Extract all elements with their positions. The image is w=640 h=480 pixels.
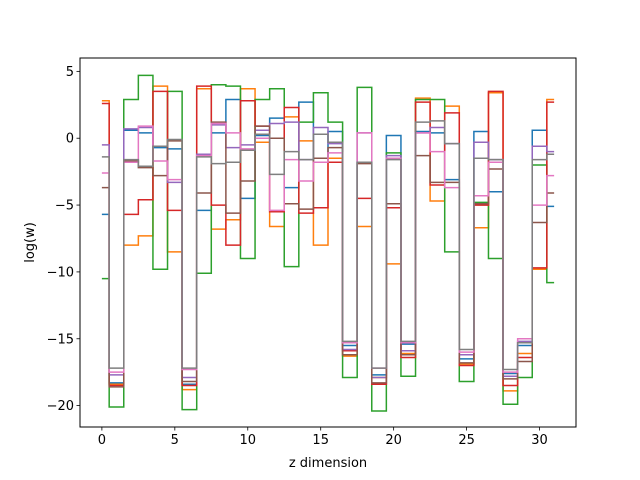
- x-tick-label: 20: [385, 433, 402, 448]
- x-tick-label: 15: [312, 433, 329, 448]
- x-tick-label: 30: [531, 433, 548, 448]
- x-axis-label: z dimension: [289, 456, 367, 471]
- x-tick-label: 0: [98, 433, 106, 448]
- x-axis-ticks: 0 5 10 15 20 25 30: [98, 427, 548, 448]
- series-line-8: [101, 120, 555, 371]
- y-tick-label: 0: [66, 132, 74, 147]
- series-line-4: [101, 85, 555, 387]
- plot-frame: [79, 57, 577, 428]
- y-tick-label: −5: [55, 199, 74, 214]
- y-axis-ticks: 5 0 −5 −10 −15 −20: [47, 65, 80, 414]
- y-tick-label: −20: [47, 399, 74, 414]
- x-tick-label: 25: [458, 433, 475, 448]
- x-tick-label: 10: [239, 433, 256, 448]
- series-line-3: [101, 74, 555, 412]
- y-tick-label: −10: [47, 265, 74, 280]
- series-line-7: [101, 122, 555, 373]
- y-tick-label: −15: [47, 332, 74, 347]
- series-layer: [101, 74, 555, 412]
- y-tick-label: 5: [66, 65, 74, 80]
- x-tick-label: 5: [171, 433, 179, 448]
- y-axis-label: log(w): [23, 222, 38, 263]
